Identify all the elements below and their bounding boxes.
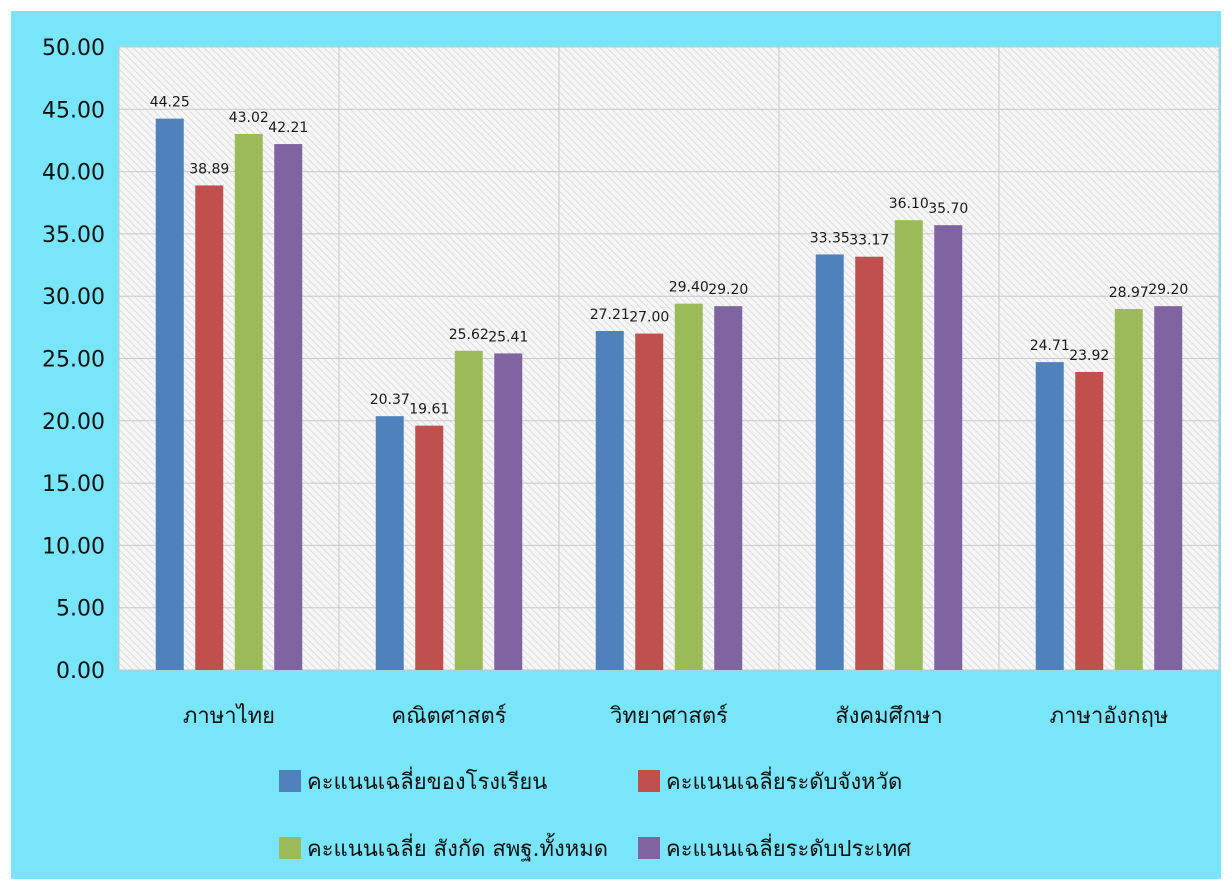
data-label: 43.02: [229, 110, 269, 126]
y-tick-label: 0.00: [56, 659, 105, 684]
bar: [855, 256, 884, 670]
legend-swatch: [638, 770, 660, 792]
bar: [815, 254, 844, 671]
data-label: 28.97: [1109, 285, 1149, 301]
bar: [454, 350, 483, 670]
bar: [274, 144, 303, 670]
data-label: 25.62: [449, 327, 489, 343]
y-tick-label: 50.00: [42, 36, 105, 61]
legend-swatch: [279, 837, 301, 859]
bar: [1154, 306, 1183, 670]
bar: [1114, 309, 1143, 670]
legend-label: คะแนนเฉลี่ยระดับจังหวัด: [666, 766, 902, 795]
data-label: 36.10: [889, 196, 929, 212]
legend-swatch: [279, 770, 301, 792]
bar: [375, 416, 404, 670]
data-label: 24.71: [1030, 338, 1070, 354]
data-label: 35.70: [928, 201, 968, 217]
legend-label: คะแนนเฉลี่ยระดับประเทศ: [666, 833, 911, 862]
legend-label: คะแนนเฉลี่ยของโรงเรียน: [307, 766, 547, 795]
bar: [195, 185, 224, 670]
y-tick-label: 10.00: [42, 534, 105, 559]
y-tick-label: 20.00: [42, 410, 105, 435]
data-label: 25.41: [488, 329, 528, 345]
bar: [234, 133, 263, 670]
bar: [674, 303, 703, 670]
x-category-label: วิทยาศาสตร์: [609, 704, 728, 729]
y-tick-label: 5.00: [56, 597, 105, 622]
bar: [1035, 362, 1064, 670]
data-label: 38.89: [189, 161, 229, 177]
y-tick-label: 35.00: [42, 223, 105, 248]
bar: [494, 353, 523, 670]
y-tick-label: 30.00: [42, 285, 105, 310]
y-tick-label: 40.00: [42, 161, 105, 186]
bar: [894, 220, 923, 670]
bars: [155, 118, 1183, 671]
data-label: 29.40: [669, 280, 709, 296]
data-label: 33.35: [810, 230, 850, 246]
bar: [415, 425, 444, 670]
data-label: 33.17: [849, 233, 889, 249]
x-category-label: ภาษาอังกฤษ: [1050, 704, 1169, 729]
legend: คะแนนเฉลี่ยของโรงเรียน คะแนนเฉลี่ยระดับจั…: [279, 766, 911, 862]
data-label: 27.00: [629, 310, 669, 326]
bar: [635, 333, 664, 670]
y-tick-label: 15.00: [42, 472, 105, 497]
chart-frame: 44.25 38.89 43.02 42.21 20.37 19.61 25.62 25.41…: [11, 11, 1221, 879]
bar: [714, 306, 743, 670]
legend-swatch: [638, 837, 660, 859]
data-label: 44.25: [150, 95, 190, 111]
x-category-label: สังคมศึกษา: [835, 704, 943, 729]
x-category-label: ภาษาไทย: [183, 703, 275, 729]
x-category-label: คณิตศาสตร์: [391, 704, 506, 729]
data-label: 29.20: [708, 282, 748, 298]
data-label: 23.92: [1069, 348, 1109, 364]
axes: 0.00 5.00 10.00 15.00 20.00 25.00 30.00 35.00 40…: [42, 36, 1168, 729]
y-tick-label: 25.00: [42, 348, 105, 373]
data-label: 27.21: [590, 307, 630, 323]
bar: [595, 330, 624, 670]
data-label: 42.21: [268, 120, 308, 136]
gridlines: [118, 46, 1220, 671]
legend-label: คะแนนเฉลี่ย สังกัด สพฐ.ทั้งหมด: [307, 833, 608, 862]
data-label: 19.61: [409, 402, 449, 418]
bar: [1075, 371, 1104, 670]
bar: [934, 225, 963, 671]
bar: [155, 118, 184, 670]
data-label: 29.20: [1148, 282, 1188, 298]
y-tick-label: 45.00: [42, 98, 105, 123]
data-label: 20.37: [370, 392, 410, 408]
